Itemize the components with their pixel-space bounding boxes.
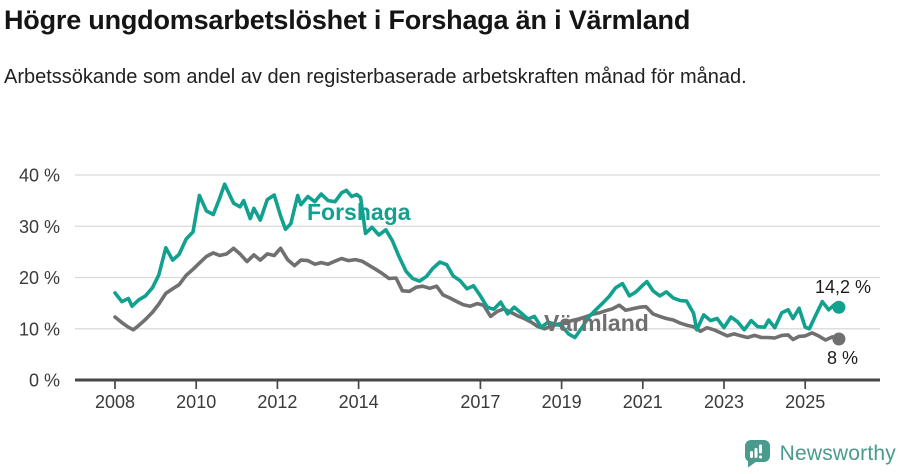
end-value-varmland: 8 % (827, 348, 859, 368)
svg-text:2012: 2012 (257, 392, 297, 412)
svg-text:20 %: 20 % (19, 268, 60, 288)
series-label-varmland: Värmland (544, 310, 649, 336)
svg-text:2025: 2025 (785, 392, 825, 412)
svg-text:2019: 2019 (542, 392, 582, 412)
newsworthy-wordmark: Newsworthy (779, 441, 896, 465)
svg-text:2008: 2008 (95, 392, 135, 412)
svg-text:2014: 2014 (339, 392, 379, 412)
newsworthy-branding: Newsworthy (744, 439, 896, 468)
svg-text:2023: 2023 (704, 392, 744, 412)
end-value-forshaga: 14,2 % (815, 277, 872, 297)
svg-text:0 %: 0 % (29, 371, 60, 391)
svg-text:2010: 2010 (176, 392, 216, 412)
svg-text:30 %: 30 % (19, 217, 60, 237)
newsworthy-logo-icon (744, 440, 770, 468)
svg-text:2017: 2017 (460, 392, 500, 412)
chart-subtitle: Arbetssökande som andel av den registerb… (4, 66, 747, 88)
chart-title: Högre ungdomsarbetslöshet i Forshaga än … (4, 5, 691, 35)
series-label-forshaga: Forshaga (307, 199, 411, 225)
svg-text:10 %: 10 % (19, 319, 60, 339)
svg-text:40 %: 40 % (19, 166, 60, 186)
svg-text:2021: 2021 (623, 392, 663, 412)
